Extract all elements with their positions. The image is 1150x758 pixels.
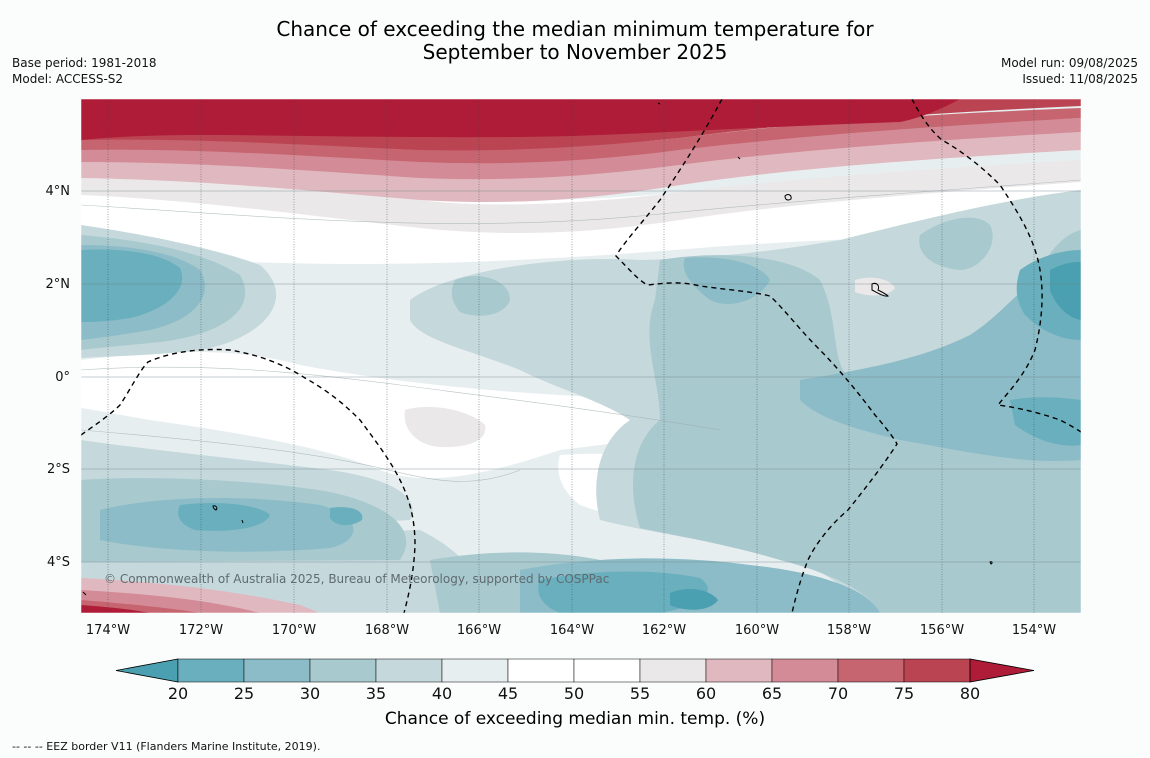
copyright-credit: © Commonwealth of Australia 2025, Bureau… [104, 572, 610, 586]
lat-label-4n: 4°N [46, 184, 71, 199]
lat-label-4s: 4°S [47, 555, 70, 570]
model-run: Model run: 09/08/2025 [1000, 56, 1138, 70]
colorbar-tick-label: 30 [300, 684, 320, 703]
latitude-labels: 4°N 2°N 0° 2°S 4°S [46, 184, 71, 570]
colorbar-tick-label: 20 [168, 684, 188, 703]
colorbar-tick-label: 40 [432, 684, 452, 703]
lon-label-174w: 174°W [86, 623, 130, 638]
lat-label-2s: 2°S [47, 462, 70, 477]
colorbar-tick-label: 75 [894, 684, 914, 703]
lon-label-166w: 166°W [457, 623, 501, 638]
lon-label-164w: 164°W [550, 623, 594, 638]
model-name: Model: ACCESS-S2 [12, 72, 124, 86]
issued-date: Issued: 11/08/2025 [1022, 72, 1138, 86]
colorbar-extend-low [115, 658, 179, 683]
colorbar-tick-label: 45 [498, 684, 518, 703]
lat-label-2n: 2°N [46, 277, 71, 292]
colorbar-title: Chance of exceeding median min. temp. (%… [384, 709, 766, 729]
colorbar-tick-label: 80 [960, 684, 980, 703]
lon-label-170w: 170°W [272, 623, 316, 638]
colorbar-segment [573, 658, 641, 683]
colorbar-segment [903, 658, 971, 683]
colorbar-segment [639, 658, 707, 683]
map-frame [80, 98, 1082, 614]
lon-label-162w: 162°W [642, 623, 686, 638]
lon-label-168w: 168°W [365, 623, 409, 638]
meta-right: Model run: 09/08/2025 Issued: 11/08/2025 [1001, 55, 1138, 87]
colorbar: 20 25 30 35 40 45 50 55 60 65 70 75 80 [115, 658, 1035, 703]
colorbar-tick-label: 55 [630, 684, 650, 703]
probability-field [81, 99, 1081, 613]
colorbar-tick-label: 25 [234, 684, 254, 703]
colorbar-segment [837, 658, 905, 683]
lon-label-154w: 154°W [1012, 623, 1056, 638]
parallel-lines [81, 190, 1081, 563]
title-line-1: Chance of exceeding the median minimum t… [276, 17, 874, 41]
longitude-labels: 174°W 172°W 170°W 168°W 166°W 164°W 162°… [86, 623, 1056, 638]
colorbar-tick-label: 35 [366, 684, 386, 703]
eez-borders [81, 99, 1081, 613]
map-title: Chance of exceeding the median minimum t… [0, 18, 1150, 64]
meridian-lines [107, 99, 1035, 613]
colorbar-segment [309, 658, 377, 683]
lon-label-158w: 158°W [827, 623, 871, 638]
meta-left: Base period: 1981-2018 Model: ACCESS-S2 [12, 55, 157, 87]
lon-label-160w: 160°W [735, 623, 779, 638]
colorbar-tick-label: 65 [762, 684, 782, 703]
eez-legend-footnote: -- -- -- EEZ border V11 (Flanders Marine… [12, 740, 321, 753]
colorbar-tick-label: 50 [564, 684, 584, 703]
colorbar-segment [177, 658, 245, 683]
colorbar-extend-high [969, 658, 1035, 683]
base-period: Base period: 1981-2018 [12, 56, 157, 70]
colorbar-segment [375, 658, 443, 683]
title-line-2: September to November 2025 [422, 40, 728, 64]
colorbar-tick-label: 60 [696, 684, 716, 703]
lat-label-0: 0° [55, 370, 70, 385]
colorbar-segment [507, 658, 575, 683]
colorbar-segment [771, 658, 839, 683]
colorbar-segment [243, 658, 311, 683]
lon-label-172w: 172°W [179, 623, 223, 638]
islands [82, 102, 993, 596]
colorbar-segment [705, 658, 773, 683]
colorbar-segment [441, 658, 509, 683]
lon-label-156w: 156°W [920, 623, 964, 638]
colorbar-tick-label: 70 [828, 684, 848, 703]
